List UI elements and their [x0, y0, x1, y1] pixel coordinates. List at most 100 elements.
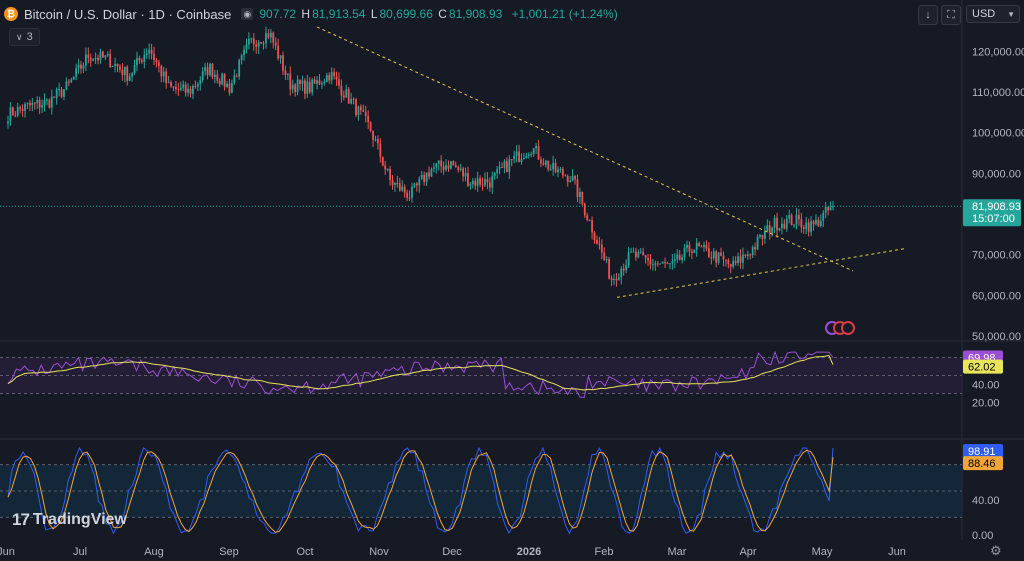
candle-body — [574, 175, 576, 180]
candle-body — [26, 102, 29, 104]
gear-icon[interactable]: ⚙ — [990, 543, 1002, 558]
chevron-down-icon: ∨ — [16, 31, 23, 42]
candle-body — [632, 251, 635, 253]
candle-body — [484, 179, 486, 186]
candle-body — [165, 71, 168, 83]
fullscreen-button[interactable]: ⛶ — [941, 5, 961, 25]
candle-body — [450, 161, 452, 169]
stoch-tick-label: 40.00 — [972, 495, 1000, 507]
candle-body — [89, 58, 92, 61]
candle-body — [620, 268, 623, 278]
candle-body — [359, 106, 362, 111]
stoch-value-badge — [963, 456, 1003, 471]
candle-body — [389, 168, 391, 181]
candle-body — [544, 160, 547, 165]
candle-body — [754, 247, 757, 250]
candle-body — [474, 180, 477, 186]
symbol-header[interactable]: ₿ Bitcoin / U.S. Dollar · 1D · Coinbase … — [4, 5, 620, 23]
symbol-title[interactable]: Bitcoin / U.S. Dollar · 1D · Coinbase — [24, 6, 232, 22]
low-label: L — [370, 7, 378, 21]
candle-body — [549, 169, 552, 171]
candle-body — [613, 278, 615, 281]
candle-body — [374, 139, 377, 141]
candle-body — [299, 79, 301, 85]
candle-body — [277, 45, 280, 59]
candle-body — [491, 176, 494, 188]
candle-body — [783, 223, 786, 229]
market-status-icon[interactable]: ◉ — [241, 8, 254, 20]
candle-body — [802, 227, 805, 229]
high-label: H — [301, 7, 311, 21]
candle-body — [763, 231, 766, 239]
bitcoin-icon: ₿ — [4, 7, 18, 21]
candle-body — [162, 71, 165, 77]
candle-body — [725, 259, 727, 261]
candle-body — [656, 263, 659, 265]
candle-body — [192, 86, 194, 94]
candle-body — [67, 81, 70, 83]
tv-logo-icon: 17 — [12, 510, 30, 529]
candle-body — [515, 151, 518, 156]
candle-body — [350, 98, 353, 104]
candle-body — [102, 51, 104, 58]
candle-body — [822, 212, 825, 221]
candle-body — [788, 215, 791, 219]
candle-body — [737, 256, 739, 264]
candle-body — [423, 174, 426, 182]
candle-body — [9, 107, 12, 122]
candle-body — [19, 107, 22, 109]
candle-body — [226, 83, 228, 88]
candle-body — [33, 102, 36, 104]
candle-body — [238, 60, 241, 77]
download-button[interactable]: ↓ — [918, 5, 938, 25]
candle-body — [795, 214, 798, 225]
candle-body — [55, 89, 58, 98]
candle-body — [179, 87, 182, 90]
candle-body — [698, 242, 701, 247]
candle-body — [815, 219, 817, 225]
candle-body — [50, 96, 53, 108]
candle-body — [493, 173, 496, 177]
candle-body — [479, 178, 482, 185]
indicators-toggle[interactable]: ∨ 3 — [9, 28, 40, 46]
candle-body — [418, 178, 421, 186]
candle-body — [260, 42, 262, 44]
candle-body — [805, 222, 808, 229]
candle-body — [184, 84, 187, 93]
candle-body — [598, 243, 601, 245]
candle-body — [586, 215, 589, 220]
candle-body — [372, 130, 374, 140]
candle-body — [187, 88, 189, 93]
candle-body — [262, 43, 265, 45]
time-tick-label: Nov — [369, 546, 389, 558]
time-tick-label: Oct — [296, 546, 313, 558]
rsi-ma-line — [7, 354, 834, 391]
candle-body — [415, 183, 418, 186]
trendline-lower — [616, 248, 906, 298]
candle-body — [554, 162, 557, 173]
candle-body — [150, 49, 153, 54]
candle-body — [36, 99, 39, 103]
candle-body — [377, 139, 379, 144]
candle-body — [53, 96, 56, 98]
candle-body — [318, 80, 321, 85]
candle-body — [476, 178, 479, 186]
candle-body — [345, 89, 348, 98]
candle-body — [291, 84, 294, 90]
candle-body — [510, 159, 513, 161]
candle-body — [84, 54, 87, 66]
candle-body — [167, 82, 170, 84]
candle-body — [7, 121, 9, 124]
candle-body — [501, 166, 503, 168]
currency-select[interactable]: USD ▼ — [966, 5, 1020, 23]
candle-body — [644, 255, 647, 258]
candle-body — [503, 161, 506, 168]
candle-body — [325, 75, 328, 82]
candle-body — [810, 221, 812, 232]
candle-body — [776, 217, 778, 231]
candle-body — [800, 219, 803, 228]
tradingview-logo: 17 TradingView — [12, 510, 127, 530]
price-tick-label: 60,000.00 — [972, 290, 1021, 302]
candle-body — [559, 169, 562, 171]
